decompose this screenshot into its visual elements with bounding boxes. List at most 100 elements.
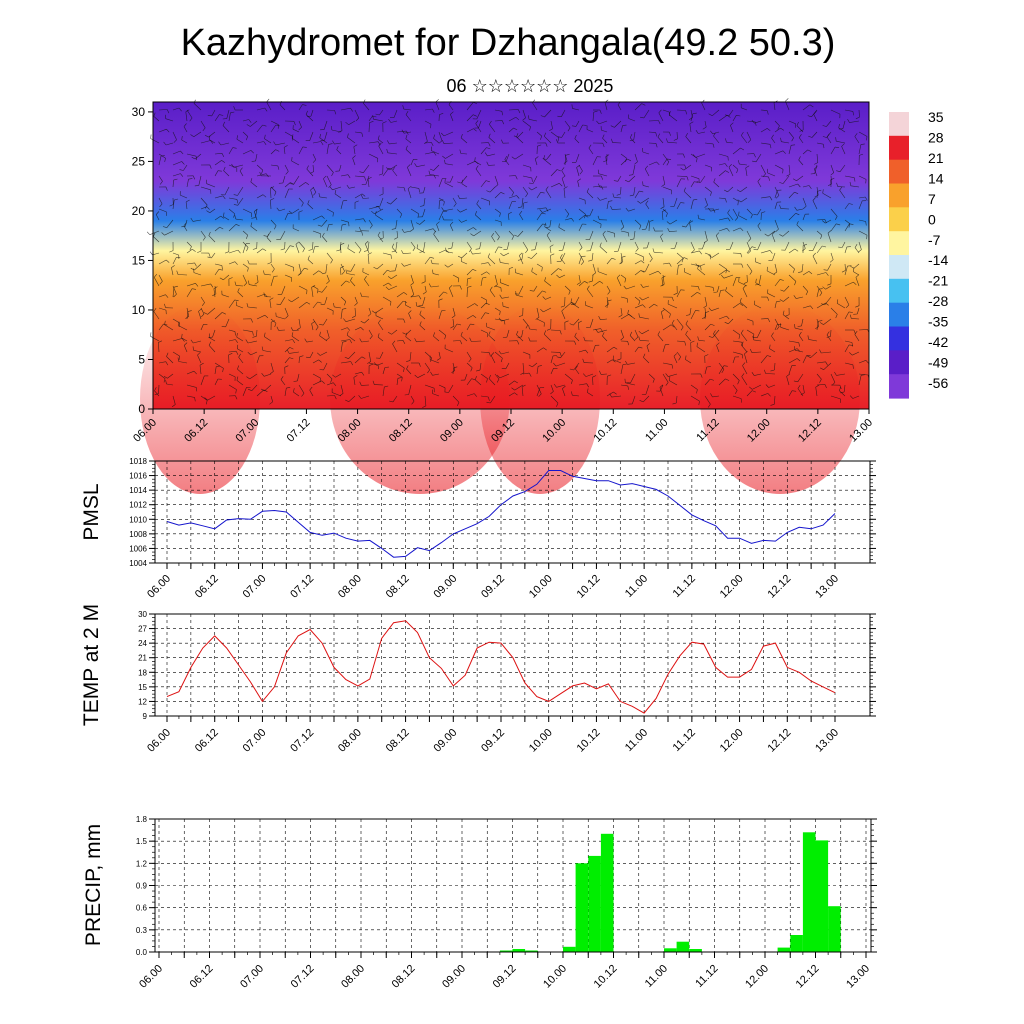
barb-staff xyxy=(379,197,384,207)
wind-barb xyxy=(447,241,454,250)
barb-flag xyxy=(724,163,728,167)
barb-staff xyxy=(336,149,342,155)
wind-barb xyxy=(592,156,602,166)
wind-barb xyxy=(501,139,510,144)
wind-barb xyxy=(242,150,255,155)
barb-flag xyxy=(443,291,448,294)
barb-flag xyxy=(556,274,560,278)
wind-barb xyxy=(708,252,720,258)
wind-barb xyxy=(389,395,398,403)
wind-barb xyxy=(200,206,210,210)
barb-flag xyxy=(474,375,477,380)
wind-barb xyxy=(200,140,214,144)
barb-staff xyxy=(628,118,636,122)
wind-barb xyxy=(432,389,440,397)
barb-flag xyxy=(519,252,523,256)
barb-flag xyxy=(364,275,367,280)
barb-staff xyxy=(354,327,361,331)
barb-flag xyxy=(173,139,177,143)
wind-barb xyxy=(424,151,437,156)
barb-staff xyxy=(446,251,454,254)
barb-staff xyxy=(172,161,182,166)
barb-staff xyxy=(298,104,303,111)
wind-barb xyxy=(620,296,628,303)
barb-staff xyxy=(354,175,365,178)
wind-barb xyxy=(263,270,272,276)
barb-flag xyxy=(624,378,626,383)
barb-flag xyxy=(715,232,720,236)
barb-flag xyxy=(693,199,698,201)
wind-barb xyxy=(587,388,594,397)
barb-flag xyxy=(224,251,229,254)
barb-flag xyxy=(622,124,627,126)
wind-barb xyxy=(367,307,372,317)
barb-flag xyxy=(671,364,674,369)
barb-staff xyxy=(326,252,333,261)
barb-flag xyxy=(165,294,169,298)
barb-flag xyxy=(347,133,349,138)
wind-barb xyxy=(414,338,426,343)
barb-staff xyxy=(676,265,679,276)
wind-barb xyxy=(659,384,664,397)
wind-barb xyxy=(326,223,333,232)
barb-staff xyxy=(429,359,440,364)
barb-staff xyxy=(600,197,608,201)
barb-flag xyxy=(313,192,317,196)
barb-flag xyxy=(459,285,462,290)
barb-flag xyxy=(254,281,259,285)
wind-barb xyxy=(564,302,576,309)
barb-flag xyxy=(289,347,294,350)
barb-staff xyxy=(164,324,174,331)
barb-staff xyxy=(592,274,594,282)
barb-flag xyxy=(270,198,275,201)
x-tick-label: 06.12 xyxy=(188,963,216,991)
barb-staff xyxy=(560,257,566,265)
wind-barb xyxy=(553,362,566,367)
wind-barb xyxy=(291,134,300,144)
barb-flag xyxy=(678,356,681,361)
barb-staff xyxy=(620,274,626,279)
wind-barb xyxy=(480,351,491,357)
wind-barb xyxy=(172,178,178,188)
barb-flag xyxy=(640,260,645,264)
wind-barb xyxy=(667,300,678,309)
heat-zone xyxy=(480,304,600,494)
barb-flag xyxy=(290,327,294,331)
wind-barb xyxy=(270,219,277,230)
barb-flag xyxy=(457,278,460,283)
x-tick-label: 06.00 xyxy=(145,573,173,601)
wind-barb xyxy=(667,227,678,232)
wind-barb xyxy=(692,153,706,158)
wind-barb xyxy=(609,393,622,398)
barb-flag xyxy=(697,264,700,269)
barb-staff xyxy=(577,180,580,188)
barb-staff xyxy=(561,310,566,320)
wind-barb xyxy=(250,222,258,232)
wind-barb xyxy=(228,353,233,364)
barb-flag xyxy=(713,132,716,137)
barb-staff xyxy=(617,241,622,252)
wind-barb xyxy=(208,341,216,353)
barb-flag xyxy=(252,331,254,336)
barb-staff xyxy=(382,367,386,375)
barb-staff xyxy=(499,373,510,379)
wind-barb xyxy=(186,109,193,122)
wind-barb xyxy=(368,206,381,210)
wind-barb xyxy=(367,351,371,364)
wind-barb xyxy=(578,197,586,205)
wind-barb xyxy=(522,164,532,172)
wind-barb xyxy=(200,296,205,306)
barb-staff xyxy=(158,373,166,379)
wind-barb xyxy=(638,336,650,342)
barb-flag xyxy=(360,320,365,324)
barb-staff xyxy=(704,186,712,193)
barb-flag xyxy=(306,165,309,170)
wind-barb xyxy=(371,307,384,314)
barb-flag xyxy=(527,256,532,259)
barb-flag xyxy=(164,158,166,163)
barb-flag xyxy=(708,307,712,311)
wind-barb xyxy=(588,274,594,283)
barb-staff xyxy=(543,158,552,166)
wind-barb xyxy=(546,318,552,331)
wind-barb xyxy=(557,109,566,117)
